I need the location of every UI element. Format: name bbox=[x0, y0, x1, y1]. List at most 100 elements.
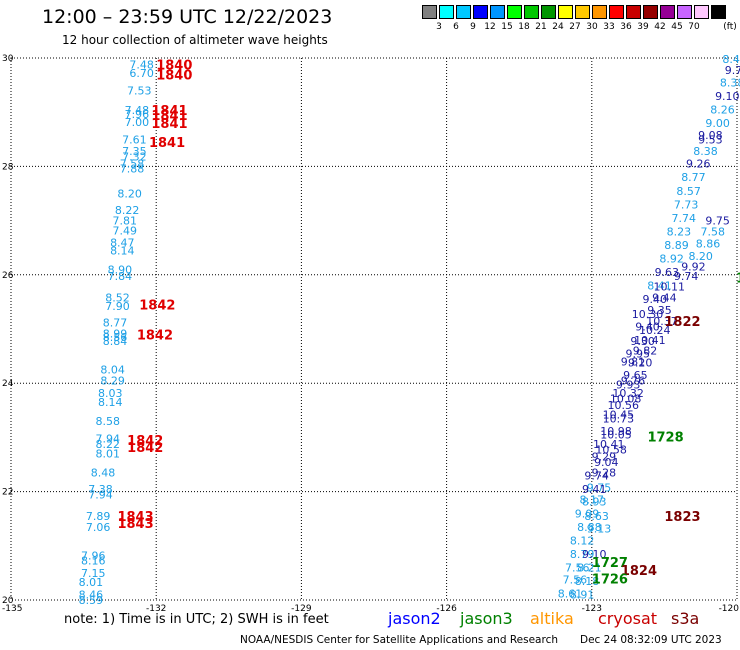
y-tick-label: 20 bbox=[2, 596, 14, 606]
swh-value: 9.44 bbox=[652, 292, 677, 305]
swh-value: 7.48 bbox=[129, 59, 154, 72]
swh-value: 8.41 bbox=[647, 280, 672, 293]
swh-value: 9.08 bbox=[698, 129, 723, 142]
pass-time-label: 1 bbox=[736, 272, 740, 287]
swh-value: 9.75 bbox=[587, 481, 612, 494]
x-tick-label: -126 bbox=[436, 604, 457, 614]
y-tick-label: 22 bbox=[2, 488, 13, 498]
swh-value: 9.10 bbox=[715, 90, 740, 103]
swh-value: 8.38 bbox=[720, 76, 740, 89]
east-track-values: 8.469.768.389.108.269.009.089.538.389.26… bbox=[558, 53, 740, 601]
y-tick-label: 26 bbox=[2, 271, 14, 281]
swh-value: 10.73 bbox=[603, 412, 635, 425]
swh-value: 7.61 bbox=[122, 133, 147, 146]
swh-value: 8.58 bbox=[96, 415, 121, 428]
swh-value: 7.81 bbox=[112, 215, 137, 228]
pass-time-label: 1728 bbox=[647, 430, 683, 445]
swh-value: 8.22 bbox=[96, 438, 121, 451]
swh-value: 8.79 bbox=[570, 548, 595, 561]
scale-color-box bbox=[575, 5, 590, 19]
scale-label: 15 bbox=[501, 22, 513, 32]
swh-value: 8.04 bbox=[100, 364, 125, 377]
x-tick-label: -123 bbox=[582, 604, 602, 614]
swh-value: 7.58 bbox=[120, 158, 145, 171]
swh-value: 9.81 bbox=[621, 356, 646, 369]
swh-value: 7.96 bbox=[81, 550, 106, 563]
swh-value: 7.49 bbox=[112, 224, 137, 237]
legend-item-altika: altika bbox=[530, 609, 574, 628]
scale-label: 33 bbox=[603, 22, 615, 32]
swh-value: 9.93 bbox=[616, 378, 641, 391]
swh-value: 9.75 bbox=[705, 215, 730, 228]
swh-value: 10.41 bbox=[634, 334, 666, 347]
swh-value: 8.92 bbox=[659, 253, 684, 266]
swh-value: 7.38 bbox=[88, 483, 113, 496]
y-tick-label: 28 bbox=[2, 162, 14, 172]
swh-value: 8.46 bbox=[79, 589, 104, 602]
swh-value: 8.93 bbox=[582, 495, 607, 508]
swh-value: 8.29 bbox=[100, 374, 125, 387]
scale-label: 12 bbox=[484, 22, 496, 32]
swh-value: 8.14 bbox=[98, 396, 123, 409]
swh-value: 7.00 bbox=[125, 116, 150, 129]
pass-time-label: 1843 bbox=[117, 510, 153, 525]
swh-value: 10.11 bbox=[653, 281, 685, 294]
scale-label: 6 bbox=[453, 22, 459, 32]
plot-frame bbox=[10, 57, 738, 601]
scale-color-box bbox=[609, 5, 624, 19]
swh-value: 9.40 bbox=[635, 320, 660, 333]
swh-value: 10.32 bbox=[612, 387, 644, 400]
scale-color-box bbox=[473, 5, 488, 19]
swh-value: 9.13 bbox=[587, 522, 612, 535]
swh-value: 8.77 bbox=[103, 316, 128, 329]
swh-value: 8.01 bbox=[79, 576, 104, 589]
scale-color-box bbox=[490, 5, 505, 19]
swh-value: 7.15 bbox=[81, 567, 106, 580]
swh-value: 10.45 bbox=[603, 409, 635, 422]
y-tick-label: 30 bbox=[2, 54, 14, 64]
scale-label: 24 bbox=[552, 22, 564, 32]
scale-label: 27 bbox=[569, 22, 581, 32]
scale-label: 3 bbox=[436, 22, 442, 32]
swh-value: 9.40 bbox=[642, 293, 667, 306]
scale-unit: (ft) bbox=[723, 22, 737, 32]
pass-time-label: 1841 bbox=[151, 109, 187, 124]
swh-value: 8.20 bbox=[117, 188, 142, 201]
legend-item-s3a: s3a bbox=[671, 609, 700, 628]
swh-value: 7.56 bbox=[563, 573, 588, 586]
pass-time-label: 1842 bbox=[127, 441, 163, 456]
swh-value: 9.95 bbox=[626, 347, 651, 360]
x-tick-label: -129 bbox=[291, 604, 312, 614]
scale-color-box bbox=[711, 5, 726, 19]
swh-value: 7.35 bbox=[122, 145, 147, 158]
swh-value: 10.58 bbox=[595, 443, 627, 456]
swh-value: 7.94 bbox=[88, 488, 113, 501]
swh-value: 9.76 bbox=[725, 64, 740, 77]
swh-value: 9.29 bbox=[592, 450, 617, 463]
west-track-times: 1840184018411841184118411842184218421842… bbox=[117, 59, 192, 533]
swh-value: 9.41 bbox=[582, 483, 607, 496]
scale-color-box bbox=[643, 5, 658, 19]
swh-value: 10.24 bbox=[639, 324, 671, 337]
pass-time-label: 1841 bbox=[151, 117, 187, 132]
map-grid bbox=[10, 57, 738, 601]
pass-time-label: 1727 bbox=[592, 556, 628, 571]
pass-time-label: 1823 bbox=[664, 510, 700, 525]
page-subtitle: 12 hour collection of altimeter wave hei… bbox=[62, 33, 328, 47]
swh-value: 6.70 bbox=[129, 67, 154, 80]
pass-time-label: 1822 bbox=[664, 315, 700, 330]
swh-value: 7.58 bbox=[701, 225, 726, 238]
swh-value: 9.10 bbox=[582, 548, 607, 561]
swh-value: 10.56 bbox=[608, 399, 640, 412]
swh-value: 9.30 bbox=[630, 335, 655, 348]
scale-color-box bbox=[439, 5, 454, 19]
swh-value: 7.73 bbox=[674, 198, 699, 211]
swh-value: 8.89 bbox=[664, 239, 689, 252]
x-tick-label: -135 bbox=[2, 604, 22, 614]
pass-time-label: 1726 bbox=[592, 572, 628, 587]
pass-time-label: 1840 bbox=[156, 68, 192, 83]
pass-time-label: 1842 bbox=[139, 299, 175, 314]
scale-label: 45 bbox=[671, 22, 683, 32]
swh-value: 8.61 bbox=[558, 587, 583, 600]
